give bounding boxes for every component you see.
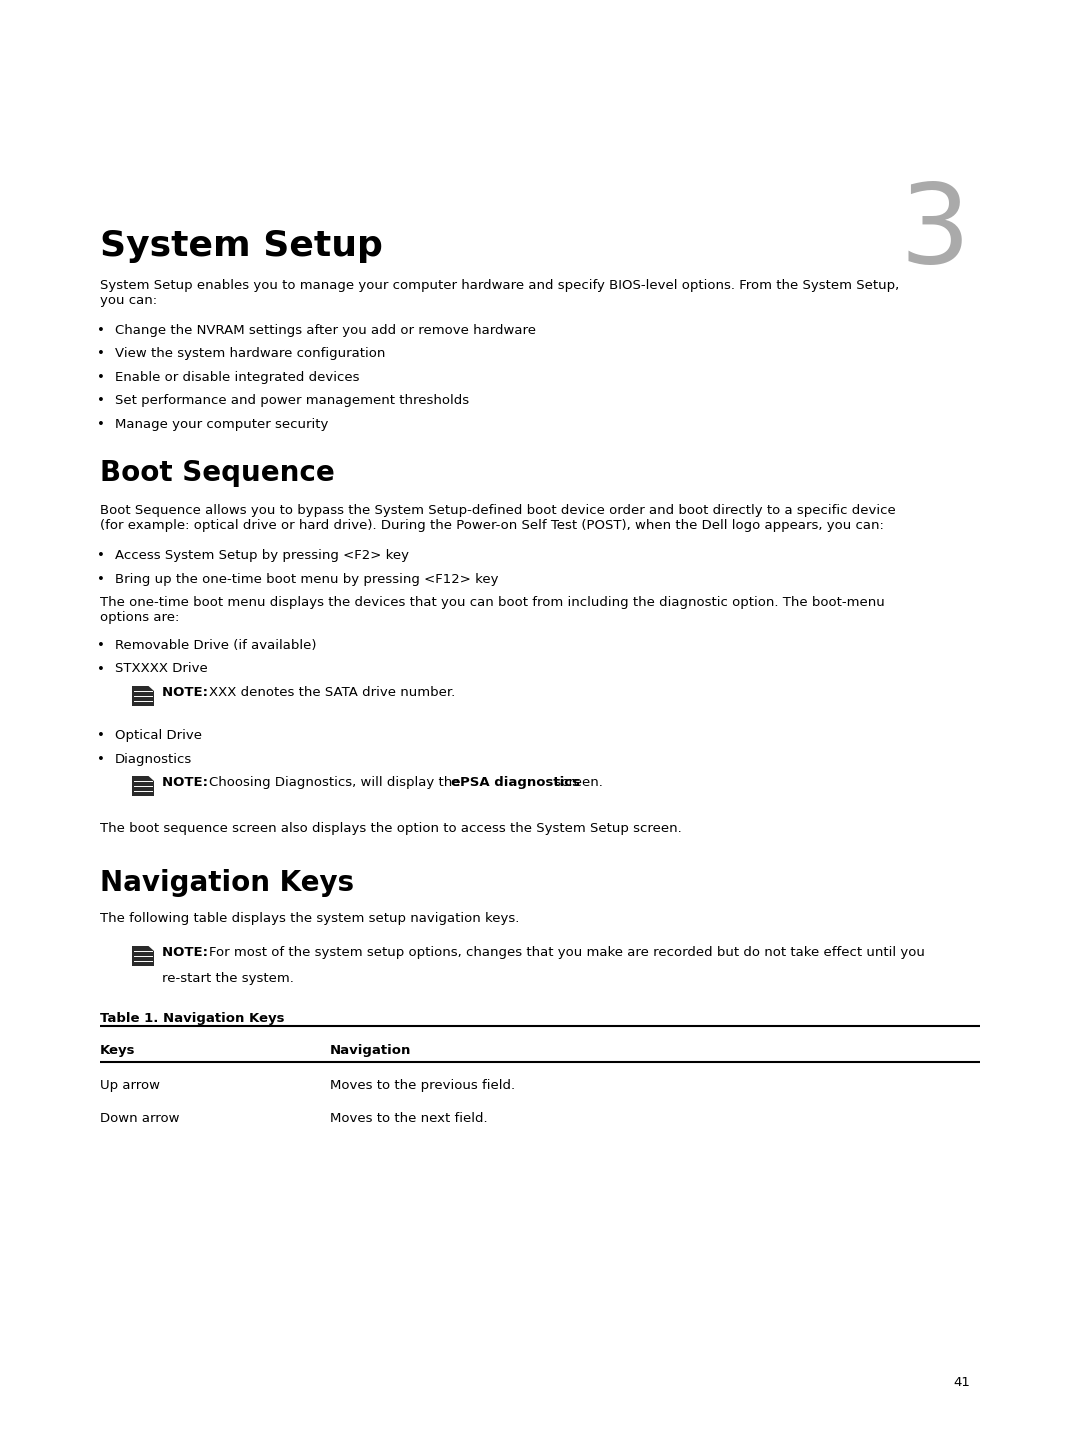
Text: NOTE:: NOTE: bbox=[162, 685, 213, 698]
Text: •: • bbox=[97, 640, 105, 652]
Text: •: • bbox=[97, 394, 105, 407]
Text: STXXXX Drive: STXXXX Drive bbox=[114, 663, 207, 675]
Text: •: • bbox=[97, 572, 105, 585]
Text: For most of the system setup options, changes that you make are recorded but do : For most of the system setup options, ch… bbox=[210, 946, 924, 959]
Text: •: • bbox=[97, 324, 105, 337]
Text: Change the NVRAM settings after you add or remove hardware: Change the NVRAM settings after you add … bbox=[114, 324, 536, 337]
Text: Moves to the next field.: Moves to the next field. bbox=[330, 1111, 488, 1126]
Text: The following table displays the system setup navigation keys.: The following table displays the system … bbox=[100, 912, 519, 925]
Text: Optical Drive: Optical Drive bbox=[114, 728, 202, 741]
Text: re-start the system.: re-start the system. bbox=[162, 972, 294, 985]
Text: •: • bbox=[97, 728, 105, 741]
Text: System Setup enables you to manage your computer hardware and specify BIOS-level: System Setup enables you to manage your … bbox=[100, 280, 900, 307]
Text: •: • bbox=[97, 417, 105, 432]
Text: Up arrow: Up arrow bbox=[100, 1078, 160, 1093]
Text: Table 1. Navigation Keys: Table 1. Navigation Keys bbox=[100, 1012, 284, 1025]
Text: Access System Setup by pressing <F2> key: Access System Setup by pressing <F2> key bbox=[114, 549, 409, 562]
Text: NOTE:: NOTE: bbox=[162, 946, 213, 959]
Text: Down arrow: Down arrow bbox=[100, 1111, 179, 1126]
Text: •: • bbox=[97, 663, 105, 675]
Text: View the system hardware configuration: View the system hardware configuration bbox=[114, 347, 386, 360]
Text: Boot Sequence: Boot Sequence bbox=[100, 459, 335, 488]
Text: •: • bbox=[97, 371, 105, 384]
Text: Moves to the previous field.: Moves to the previous field. bbox=[330, 1078, 515, 1093]
Text: 41: 41 bbox=[954, 1377, 970, 1390]
Text: Boot Sequence allows you to bypass the System Setup-defined boot device order an: Boot Sequence allows you to bypass the S… bbox=[100, 503, 895, 532]
Text: Bring up the one-time boot menu by pressing <F12> key: Bring up the one-time boot menu by press… bbox=[114, 572, 499, 585]
Text: •: • bbox=[97, 347, 105, 360]
Text: Choosing Diagnostics, will display the: Choosing Diagnostics, will display the bbox=[210, 776, 464, 789]
Text: System Setup: System Setup bbox=[100, 229, 383, 262]
Text: 3: 3 bbox=[900, 179, 970, 285]
Text: The boot sequence screen also displays the option to access the System Setup scr: The boot sequence screen also displays t… bbox=[100, 822, 681, 835]
Text: Manage your computer security: Manage your computer security bbox=[114, 417, 328, 432]
Text: NOTE:: NOTE: bbox=[162, 776, 213, 789]
Text: Enable or disable integrated devices: Enable or disable integrated devices bbox=[114, 371, 360, 384]
Text: ePSA diagnostics: ePSA diagnostics bbox=[450, 776, 580, 789]
Text: •: • bbox=[97, 753, 105, 766]
Text: •: • bbox=[97, 549, 105, 562]
Polygon shape bbox=[148, 776, 154, 782]
Text: Diagnostics: Diagnostics bbox=[114, 753, 192, 766]
Polygon shape bbox=[148, 946, 154, 951]
Text: screen.: screen. bbox=[550, 776, 603, 789]
Text: Navigation: Navigation bbox=[330, 1044, 411, 1057]
Text: XXX denotes the SATA drive number.: XXX denotes the SATA drive number. bbox=[210, 685, 456, 698]
Text: Navigation Keys: Navigation Keys bbox=[100, 869, 354, 898]
Text: The one-time boot menu displays the devices that you can boot from including the: The one-time boot menu displays the devi… bbox=[100, 597, 885, 624]
Text: Removable Drive (if available): Removable Drive (if available) bbox=[114, 640, 316, 652]
Polygon shape bbox=[148, 685, 154, 691]
Text: Keys: Keys bbox=[100, 1044, 135, 1057]
Text: Set performance and power management thresholds: Set performance and power management thr… bbox=[114, 394, 469, 407]
